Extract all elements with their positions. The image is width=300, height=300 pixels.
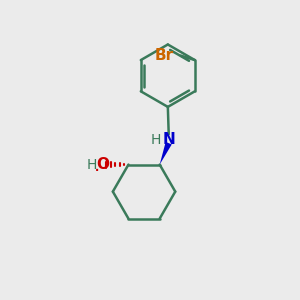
Text: H: H xyxy=(151,133,161,147)
Text: .: . xyxy=(94,156,101,175)
Text: H: H xyxy=(87,158,98,172)
Polygon shape xyxy=(160,142,172,165)
Text: O: O xyxy=(97,157,110,172)
Text: N: N xyxy=(162,132,175,147)
Text: Br: Br xyxy=(155,48,174,63)
